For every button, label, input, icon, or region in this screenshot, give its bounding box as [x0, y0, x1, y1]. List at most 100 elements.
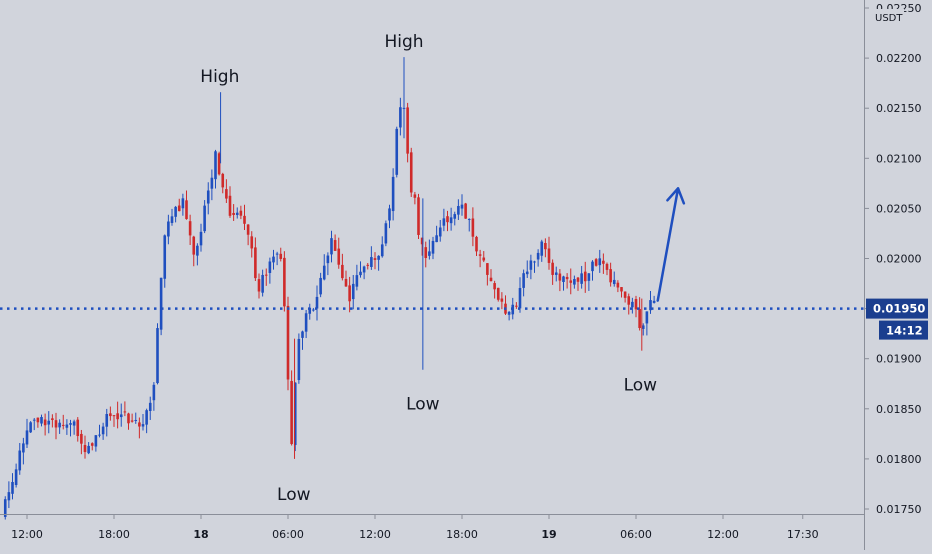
candle-body — [507, 311, 511, 315]
candle-body — [116, 413, 119, 420]
candle-body — [98, 434, 101, 436]
candle-body — [652, 300, 656, 303]
candle-body — [58, 422, 61, 428]
candle-body — [337, 248, 341, 265]
candle-body — [290, 380, 293, 445]
x-tick-label: 17:30 — [787, 528, 819, 541]
candle-body — [243, 215, 246, 224]
candle-body — [634, 299, 638, 310]
candle-body — [591, 261, 594, 272]
candles-layer — [3, 57, 656, 520]
candle-body — [312, 309, 315, 311]
candle-body — [482, 257, 486, 261]
candle-body — [11, 481, 14, 494]
candle-body — [297, 338, 301, 381]
x-tick-label: 06:00 — [272, 528, 304, 541]
candle-body — [558, 273, 562, 281]
candle-body — [435, 235, 438, 243]
candle-body — [330, 238, 333, 255]
candle-body — [583, 271, 587, 282]
candle-body — [167, 221, 170, 237]
candle-body — [32, 419, 36, 421]
candle-body — [438, 227, 442, 237]
candle-body — [319, 277, 322, 295]
candle-body — [409, 152, 413, 193]
candle-body — [341, 264, 344, 279]
candle-body — [544, 243, 547, 250]
candle-body — [177, 205, 181, 212]
candle-body — [580, 273, 583, 284]
candle-body — [246, 224, 250, 235]
candle-body — [522, 273, 525, 288]
candle-body — [453, 214, 457, 219]
candle-body — [87, 445, 90, 454]
candle-body — [464, 203, 467, 219]
candle-body — [576, 277, 580, 282]
candle-body — [105, 413, 109, 427]
candle-body — [65, 424, 69, 428]
candle-body — [457, 206, 460, 215]
candle-body — [333, 240, 337, 251]
candle-body — [217, 153, 221, 175]
annotation-high: High — [384, 32, 423, 52]
candle-body — [489, 277, 493, 282]
candle-body — [235, 212, 239, 216]
candle-body — [185, 200, 188, 220]
candle-body — [72, 421, 76, 426]
candle-body — [373, 258, 377, 260]
candle-body — [605, 263, 609, 270]
candle-body — [431, 240, 435, 254]
candle-body — [119, 414, 123, 418]
candle-body — [83, 445, 87, 453]
projection-arrow-shaft — [656, 187, 680, 302]
candle-body — [475, 236, 478, 252]
candle-body — [112, 415, 116, 417]
countdown-label: 14:12 — [886, 324, 923, 338]
candle-body — [355, 275, 359, 287]
candle-body — [442, 218, 446, 226]
candle-body — [315, 296, 319, 309]
candle-body — [649, 300, 652, 311]
overlay-layer: High High Low Low Low — [0, 32, 864, 505]
candle-body — [529, 260, 533, 270]
candle-body — [348, 285, 351, 302]
candle-body — [322, 265, 326, 280]
y-tick-label: 0.02100 — [876, 152, 922, 165]
candle-body — [152, 384, 156, 401]
y-tick-label: 0.01850 — [876, 403, 922, 416]
x-tick-label: 12:00 — [707, 528, 739, 541]
y-tick-label: 0.02200 — [876, 52, 922, 65]
candle-body — [460, 204, 464, 209]
candle-body — [547, 248, 551, 263]
candle-body — [536, 252, 540, 260]
candle-body — [36, 417, 40, 423]
candle-body — [94, 435, 98, 447]
y-tick-label: 0.02050 — [876, 202, 922, 215]
current-price-tag — [866, 298, 928, 319]
candle-body — [417, 197, 420, 235]
annotation-low: Low — [624, 376, 658, 396]
candle-body — [641, 325, 645, 329]
x-tick-label: 18:00 — [98, 528, 130, 541]
annotation-high: High — [200, 67, 239, 87]
x-tick-label: 12:00 — [359, 528, 391, 541]
candle-body — [377, 255, 380, 260]
candle-body — [3, 499, 7, 517]
candle-body — [54, 420, 58, 428]
candle-body — [326, 255, 330, 264]
candle-body — [493, 283, 496, 290]
countdown-tag — [879, 320, 928, 340]
candle-body — [645, 311, 649, 324]
candle-body — [540, 241, 544, 256]
y-tick-label: 0.01900 — [876, 353, 922, 366]
candle-body — [565, 276, 569, 280]
candle-body — [533, 261, 536, 263]
candle-body — [228, 195, 232, 216]
candle-body — [159, 277, 163, 330]
candle-body — [500, 298, 504, 302]
candle-body — [616, 282, 620, 288]
candle-body — [602, 260, 605, 264]
